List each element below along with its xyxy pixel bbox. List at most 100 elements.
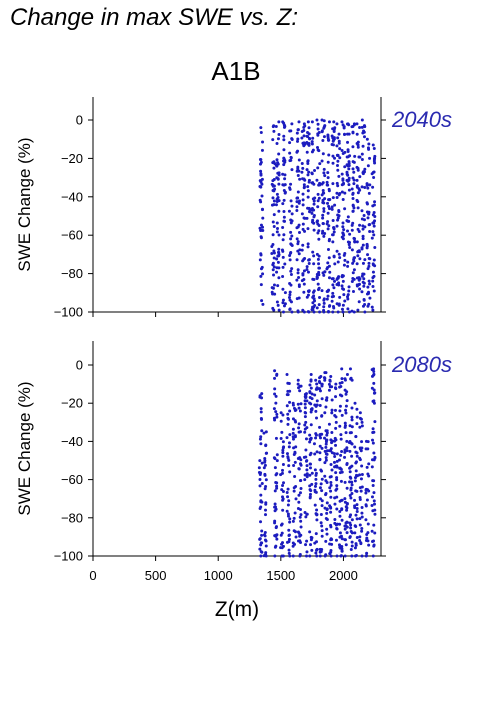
data-point bbox=[313, 452, 317, 456]
data-point bbox=[311, 136, 315, 140]
data-point bbox=[372, 543, 376, 547]
data-point bbox=[259, 442, 263, 446]
data-point bbox=[309, 489, 313, 493]
data-point bbox=[346, 260, 350, 264]
data-point bbox=[259, 274, 263, 278]
data-point bbox=[328, 486, 332, 490]
data-point bbox=[259, 126, 263, 130]
data-point bbox=[272, 249, 276, 253]
data-point bbox=[329, 506, 333, 510]
data-point bbox=[350, 480, 354, 484]
data-point bbox=[271, 306, 275, 310]
data-point bbox=[281, 255, 285, 259]
data-point bbox=[365, 554, 369, 558]
data-point bbox=[371, 279, 375, 283]
data-point bbox=[314, 551, 318, 555]
data-point bbox=[362, 284, 366, 288]
data-point bbox=[326, 227, 330, 231]
data-point bbox=[354, 469, 358, 473]
data-point bbox=[357, 300, 361, 304]
data-point bbox=[303, 478, 307, 482]
data-point bbox=[345, 525, 349, 529]
data-point bbox=[305, 399, 309, 403]
data-point bbox=[309, 535, 313, 539]
data-point bbox=[320, 182, 324, 186]
data-point bbox=[351, 271, 355, 275]
data-point bbox=[345, 520, 349, 524]
data-point bbox=[340, 172, 344, 176]
data-point bbox=[297, 406, 301, 410]
data-point bbox=[258, 547, 262, 551]
data-point bbox=[281, 451, 285, 455]
data-point bbox=[271, 233, 275, 237]
data-point bbox=[304, 554, 308, 558]
data-point bbox=[370, 495, 374, 499]
data-point bbox=[371, 554, 375, 558]
data-point bbox=[371, 270, 375, 274]
data-point bbox=[288, 307, 292, 311]
data-point bbox=[307, 258, 311, 262]
data-point bbox=[340, 275, 344, 279]
data-point bbox=[321, 191, 325, 195]
data-point bbox=[302, 128, 306, 132]
data-point bbox=[272, 456, 276, 460]
data-point bbox=[336, 159, 340, 163]
data-point bbox=[362, 298, 366, 302]
data-point bbox=[296, 457, 300, 461]
data-point bbox=[306, 206, 310, 210]
data-point bbox=[299, 486, 303, 490]
x-tick-label: 0 bbox=[89, 568, 96, 583]
data-point bbox=[326, 171, 330, 175]
period-label: 2080s bbox=[391, 352, 452, 377]
data-point bbox=[297, 201, 301, 205]
data-point bbox=[308, 210, 312, 214]
data-point bbox=[314, 409, 318, 413]
data-point bbox=[367, 191, 371, 195]
data-point bbox=[371, 441, 375, 445]
data-point bbox=[279, 419, 283, 423]
data-point bbox=[323, 378, 327, 382]
data-point bbox=[365, 488, 369, 492]
data-point bbox=[275, 230, 279, 234]
data-point bbox=[277, 233, 281, 237]
data-point bbox=[335, 122, 339, 126]
data-point bbox=[300, 170, 304, 174]
data-point bbox=[355, 132, 359, 136]
data-point bbox=[365, 536, 369, 540]
data-point bbox=[339, 479, 343, 483]
data-point bbox=[276, 303, 280, 307]
data-point bbox=[320, 489, 324, 493]
data-point bbox=[312, 442, 316, 446]
data-point bbox=[348, 440, 352, 444]
data-point bbox=[263, 460, 267, 464]
data-point bbox=[320, 534, 324, 538]
data-point bbox=[260, 207, 264, 211]
data-point bbox=[323, 461, 327, 465]
data-point bbox=[360, 529, 364, 533]
data-point bbox=[355, 517, 359, 521]
data-point bbox=[297, 422, 301, 426]
data-point bbox=[341, 225, 345, 229]
data-point bbox=[262, 466, 266, 470]
data-point bbox=[297, 500, 301, 504]
data-point bbox=[282, 138, 286, 142]
y-axis-label: SWE Change (%) bbox=[15, 137, 34, 271]
data-point bbox=[332, 230, 336, 234]
data-point bbox=[345, 449, 349, 453]
data-point bbox=[348, 449, 352, 453]
data-point bbox=[325, 527, 329, 531]
data-point bbox=[330, 299, 334, 303]
data-point bbox=[259, 554, 263, 558]
data-point bbox=[333, 502, 337, 506]
data-point bbox=[313, 196, 317, 200]
data-point bbox=[309, 543, 313, 547]
data-point bbox=[316, 192, 320, 196]
data-point bbox=[332, 129, 336, 133]
data-point bbox=[277, 209, 281, 213]
data-point bbox=[288, 151, 292, 155]
data-point bbox=[317, 223, 321, 227]
data-point bbox=[325, 297, 329, 301]
data-point bbox=[330, 385, 334, 389]
data-point bbox=[333, 156, 337, 160]
data-point bbox=[318, 162, 322, 166]
